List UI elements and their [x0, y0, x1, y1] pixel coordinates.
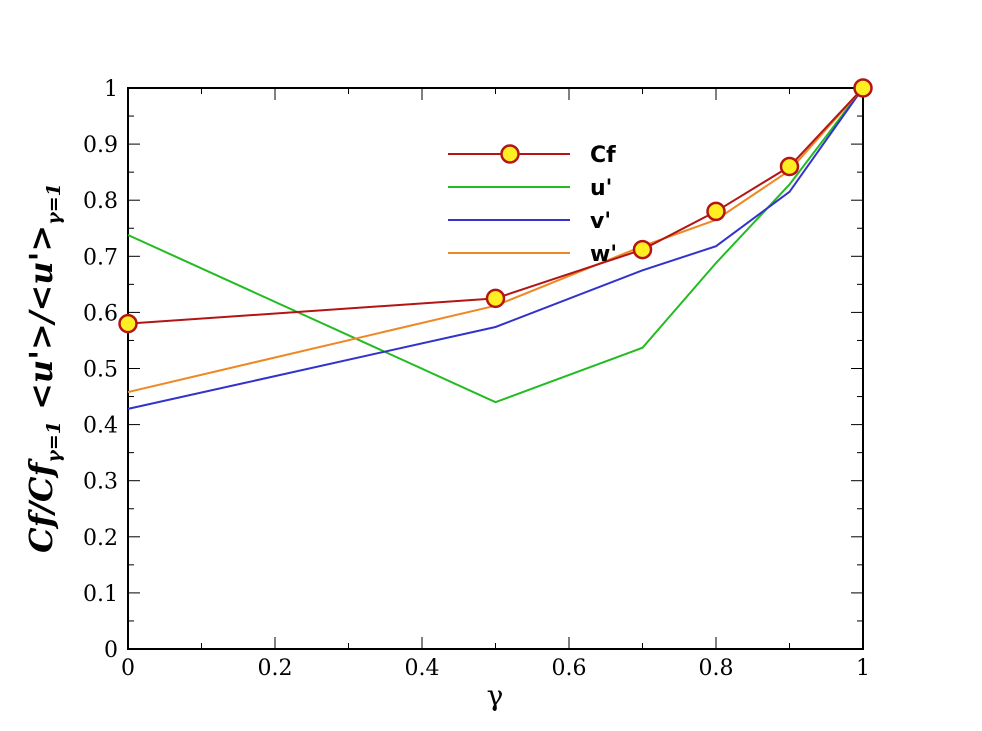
axis-ticks: 0 0.2 0.4 0.6 0.8 1 0 0.1 0.2 0.3 0.4 0.5 0.6 0.7 0.8 0… — [83, 77, 870, 681]
series-line-fluct-1 — [127, 87, 864, 404]
y-tick-label: 0.2 — [83, 526, 118, 551]
x-tick-label: 0.8 — [699, 656, 734, 681]
y-label-cf: Cf/Cf — [22, 457, 60, 552]
data-point — [118, 313, 138, 334]
legend: Cf u' v' w' — [448, 143, 617, 267]
y-label-u-subscript: γ=1 — [43, 183, 65, 225]
y-tick-label: 0.7 — [83, 245, 118, 270]
x-tick-label: 0.6 — [552, 656, 587, 681]
plot-frame — [127, 87, 864, 650]
x-tick-label: 0.2 — [258, 656, 293, 681]
series-line-cf — [127, 87, 864, 325]
series-lines — [127, 87, 864, 410]
series-markers — [118, 78, 873, 334]
y-tick-label: 0.4 — [83, 414, 118, 439]
series-line-fluct-3 — [127, 87, 864, 394]
data-point — [706, 201, 726, 222]
data-point — [485, 288, 506, 309]
legend-label: u' — [590, 176, 612, 201]
legend-label: Cf — [590, 143, 616, 168]
y-tick-label: 0.3 — [83, 470, 118, 495]
y-tick-label: 0.5 — [83, 358, 118, 383]
y-tick-label: 0 — [104, 638, 118, 663]
y-tick-label: 0.8 — [83, 189, 118, 214]
x-tick-label: 0 — [121, 656, 135, 681]
legend-label: v' — [590, 209, 611, 234]
legend-label: w' — [590, 242, 617, 267]
y-label-u: <u'>/<u'> — [22, 225, 60, 410]
x-axis-label: γ — [487, 679, 504, 712]
data-point — [632, 239, 653, 260]
y-axis-label: Cf/Cfγ=1 <u'>/<u'>γ=1 — [22, 183, 65, 553]
y-tick-label: 0.6 — [83, 301, 118, 326]
x-tick-label: 1 — [856, 656, 870, 681]
y-tick-label: 0.9 — [83, 133, 118, 158]
y-label-cf-subscript: γ=1 — [43, 421, 65, 463]
y-tick-label: 1 — [104, 77, 118, 102]
y-tick-label: 0.1 — [83, 582, 118, 607]
data-point — [853, 78, 873, 98]
x-tick-label: 0.4 — [405, 656, 440, 681]
legend-marker — [500, 144, 520, 164]
series-line-fluct-2 — [127, 87, 864, 410]
data-point — [779, 156, 800, 177]
svg-text:Cf/Cfγ=1 <u'>/<u'>γ=1: Cf/Cfγ=1 <u'>/<u'>γ=1 — [22, 183, 65, 553]
